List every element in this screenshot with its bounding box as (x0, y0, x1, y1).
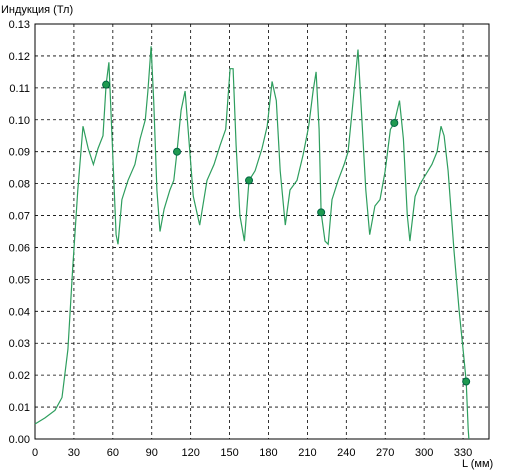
y-tick-label: 0.05 (9, 274, 30, 286)
x-tick-label: 30 (68, 447, 80, 459)
x-tick-label: 210 (298, 447, 316, 459)
x-tick-label: 270 (376, 447, 394, 459)
x-tick-label: 300 (415, 447, 433, 459)
x-axis-label: L (мм) (462, 458, 493, 470)
y-tick-label: 0.00 (9, 434, 30, 446)
x-tick-label: 60 (107, 447, 119, 459)
x-tick-label: 330 (454, 447, 472, 459)
y-tick-label: 0.09 (9, 147, 30, 159)
y-tick-label: 0.07 (9, 211, 30, 223)
x-tick-label: 120 (181, 447, 199, 459)
y-tick-label: 0.12 (9, 51, 30, 63)
x-tick-label: 150 (220, 447, 238, 459)
y-tick-label: 0.02 (9, 370, 30, 382)
marker (462, 377, 471, 386)
y-tick-label: 0.01 (9, 402, 30, 414)
marker (390, 118, 399, 127)
x-tick-label: 90 (146, 447, 158, 459)
y-tick-label: 0.11 (9, 83, 30, 95)
x-tick-label: 180 (259, 447, 277, 459)
y-tick-label: 0.04 (9, 306, 30, 318)
y-tick-label: 0.08 (9, 179, 30, 191)
y-tick-label: 0.10 (9, 115, 30, 127)
y-tick-label: 0.03 (9, 338, 30, 350)
y-tick-label: 0.06 (9, 242, 30, 254)
marker (102, 80, 111, 89)
y-axis-label: Индукция (Тл) (1, 4, 73, 16)
x-tick-label: 240 (337, 447, 355, 459)
data-line (34, 46, 470, 440)
marker (317, 208, 326, 217)
y-tick-label: 0.13 (9, 19, 30, 31)
x-tick-label: 0 (32, 447, 38, 459)
marker (173, 147, 182, 156)
marker (245, 176, 254, 185)
